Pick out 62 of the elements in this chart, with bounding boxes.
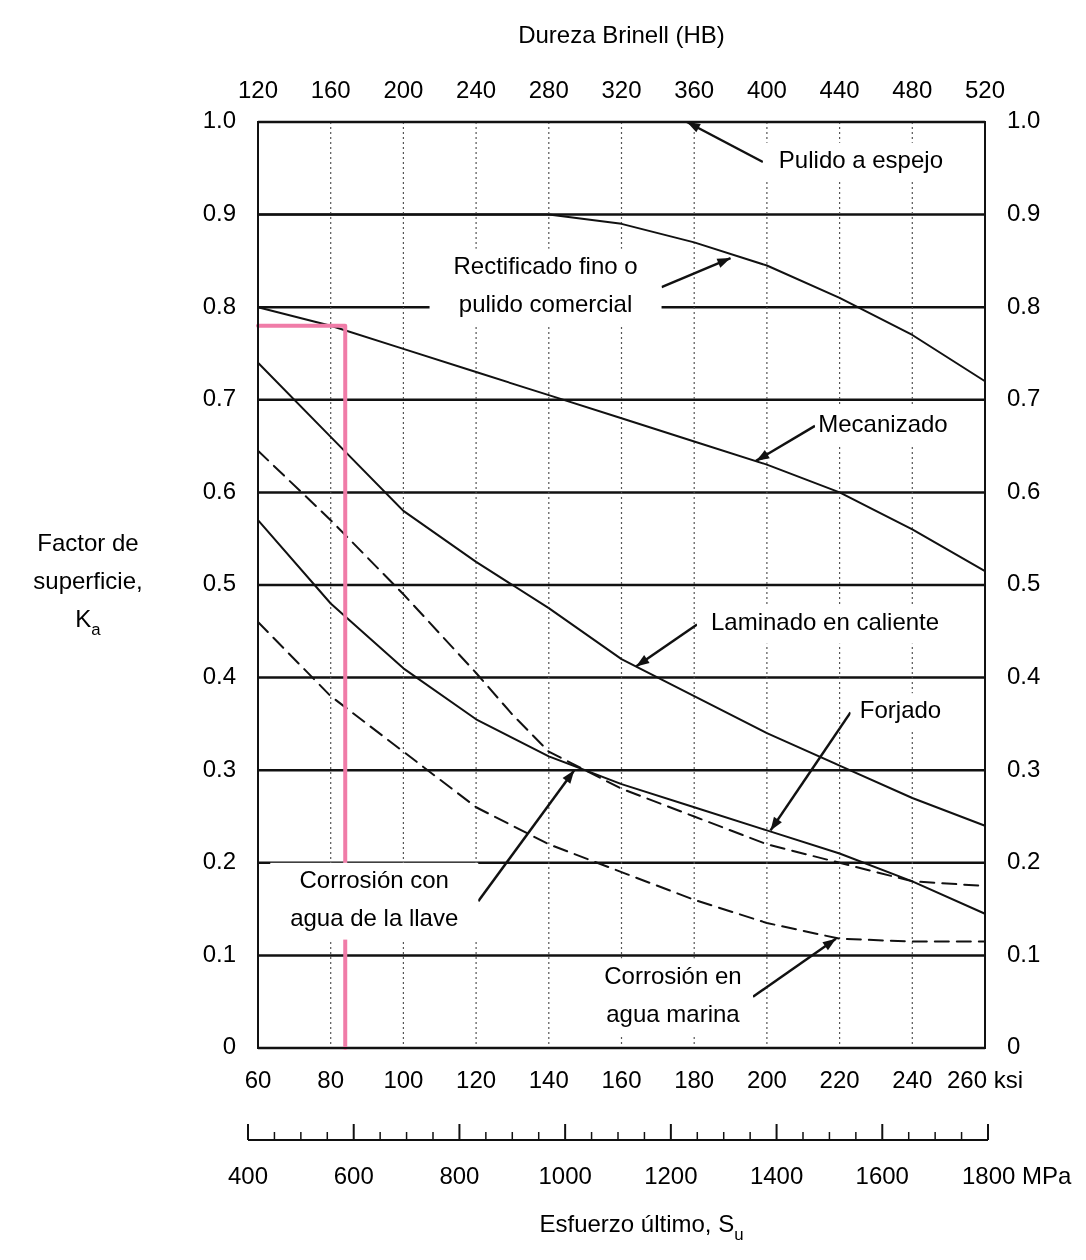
y2-tick-label: 0.3 <box>1007 754 1041 782</box>
x2-tick-label: 240 <box>456 76 497 103</box>
y-tick-label: 1.0 <box>202 106 236 134</box>
y2-tick-label: 0.2 <box>1007 847 1041 875</box>
y2-tick-label: 0.9 <box>1007 198 1041 226</box>
y-axis-title: Factor de superficie, K$_{a}$ <box>33 528 143 640</box>
x2-tick-label: 120 <box>237 76 279 103</box>
x-tick-label: 180 <box>674 1066 715 1093</box>
x2-tick-label: 200 <box>383 76 424 103</box>
annotation: Corrosión con agua de la llave <box>290 866 459 932</box>
annotation: Pulido a espejo <box>778 146 943 174</box>
x-tick-label: 260 ksi <box>946 1066 1024 1093</box>
annotation: Mecanizado <box>818 410 948 438</box>
y2-tick-label: 0.1 <box>1007 939 1041 967</box>
text: 800 <box>439 1162 480 1189</box>
x-tick-label: 240 <box>892 1066 933 1093</box>
annotation: Rectificado fino o pulido comercial <box>453 252 638 318</box>
y-tick-label: 0.8 <box>202 291 236 319</box>
x2-tick-label: 160 <box>310 76 351 103</box>
x-tick-label: 160 <box>601 1066 642 1093</box>
x-tick-label: 100 <box>383 1066 424 1093</box>
y2-tick-label: 0.5 <box>1007 569 1041 597</box>
text: Esfuerzo último, S$_{u}$ <box>539 1210 744 1244</box>
x-tick-label: 120 <box>456 1066 497 1093</box>
x-tick-label: 200 <box>746 1066 787 1093</box>
x-tick-label: 80 <box>317 1066 345 1093</box>
y-tick-label: 0.1 <box>202 939 236 967</box>
y2-tick-label: 0.6 <box>1007 476 1041 504</box>
y2-tick-label: 0.4 <box>1007 661 1041 689</box>
x2-tick-label: 320 <box>601 76 642 103</box>
x2-tick-label: 400 <box>746 76 787 103</box>
y-tick-label: 0.2 <box>202 847 236 875</box>
x-tick-label: 60 <box>244 1066 272 1093</box>
x2-tick-label: 520 <box>964 76 1006 103</box>
annotation: Forjado <box>859 696 942 724</box>
text: 400 <box>227 1162 269 1189</box>
x2-axis-title: Dureza Brinell (HB) <box>518 21 725 49</box>
y2-tick-label: 0 <box>1007 1032 1021 1060</box>
annotation: Laminado en caliente <box>710 608 940 636</box>
y-tick-label: 0.5 <box>202 569 236 597</box>
text: 1000 <box>538 1162 592 1189</box>
y2-tick-label: 0.8 <box>1007 291 1041 319</box>
y-tick-label: 0.3 <box>202 754 236 782</box>
y2-tick-label: 0.7 <box>1007 384 1041 412</box>
annotation: Corrosión en agua marina <box>604 961 742 1028</box>
text: 1200 <box>644 1162 698 1189</box>
y2-tick-label: 1.0 <box>1007 106 1041 134</box>
x2-tick-label: 480 <box>892 76 933 103</box>
y-tick-label: 0.7 <box>202 384 236 412</box>
text: 1800 MPa <box>962 1162 1073 1189</box>
y-tick-label: 0.6 <box>202 476 236 504</box>
y-tick-label: 0.9 <box>202 198 236 226</box>
y-tick-label: 0.4 <box>202 661 236 689</box>
x2-tick-label: 360 <box>674 76 715 103</box>
text: 1400 <box>749 1162 804 1189</box>
text: 600 <box>333 1162 374 1189</box>
y-tick-label: 0 <box>222 1032 236 1060</box>
x-tick-label: 220 <box>819 1066 860 1093</box>
x2-tick-label: 440 <box>819 76 860 103</box>
text: 1600 <box>855 1162 909 1189</box>
x-tick-label: 140 <box>528 1066 569 1093</box>
x2-tick-label: 280 <box>528 76 569 103</box>
